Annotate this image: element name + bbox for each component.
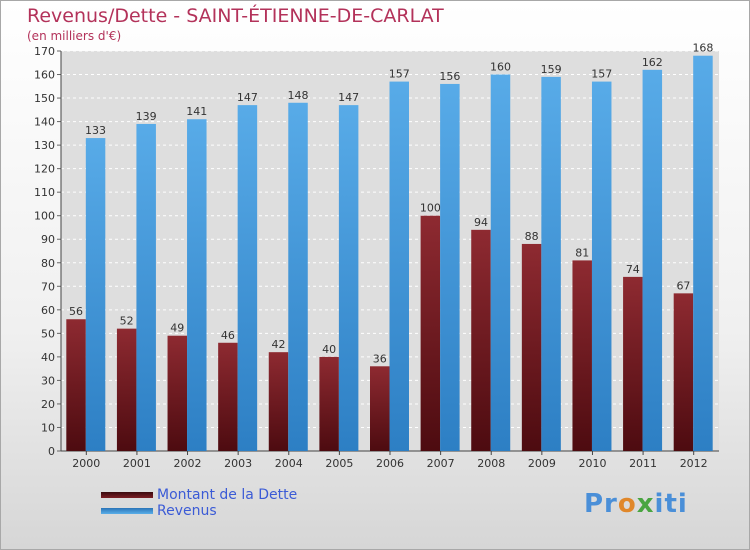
y-tick-label: 120 xyxy=(34,163,55,176)
bar-dette xyxy=(268,352,289,451)
data-label-dette: 74 xyxy=(626,263,640,276)
data-label-dette: 100 xyxy=(420,202,441,215)
bar-revenus xyxy=(136,123,156,452)
data-label-revenus: 147 xyxy=(338,91,359,104)
x-tick-label: 2006 xyxy=(376,457,404,470)
data-label-dette: 49 xyxy=(170,322,184,335)
legend-swatch-dette xyxy=(101,492,153,498)
bar-dette xyxy=(572,260,592,451)
y-tick-label: 80 xyxy=(41,257,55,270)
legend-label-dette: Montant de la Dette xyxy=(157,487,298,503)
bar-revenus xyxy=(541,76,561,451)
bar-revenus xyxy=(693,55,713,452)
data-label-dette: 81 xyxy=(575,246,589,259)
y-tick-label: 90 xyxy=(41,233,55,246)
y-tick-label: 100 xyxy=(34,210,55,223)
data-label-revenus: 159 xyxy=(541,63,562,76)
bar-dette xyxy=(673,293,694,451)
data-label-dette: 94 xyxy=(474,216,488,229)
data-label-revenus: 133 xyxy=(85,124,106,137)
bar-revenus xyxy=(490,74,511,451)
y-tick-label: 0 xyxy=(48,445,55,458)
x-tick-label: 2011 xyxy=(629,457,657,470)
x-tick-label: 2008 xyxy=(477,457,505,470)
x-tick-label: 2004 xyxy=(275,457,303,470)
x-tick-label: 2002 xyxy=(174,457,202,470)
y-tick-label: 60 xyxy=(41,304,55,317)
y-tick-label: 140 xyxy=(34,116,55,129)
x-tick-label: 2010 xyxy=(578,457,606,470)
legend-item-dette: Montant de la Dette xyxy=(101,487,297,503)
y-tick-label: 130 xyxy=(34,139,55,152)
bar-dette xyxy=(218,342,238,451)
data-label-revenus: 141 xyxy=(186,105,207,118)
x-tick-label: 2003 xyxy=(224,457,252,470)
data-label-dette: 67 xyxy=(676,279,690,292)
bar-dette xyxy=(623,276,643,451)
y-tick-label: 160 xyxy=(34,69,55,82)
data-label-revenus: 162 xyxy=(642,56,663,69)
proxiti-logo: Proxiti xyxy=(584,489,688,519)
chart-subtitle: (en milliers d'€) xyxy=(27,29,122,43)
legend-swatch-revenus xyxy=(101,508,153,514)
legend-label-revenus: Revenus xyxy=(157,503,217,519)
bar-dette xyxy=(167,335,188,451)
legend-item-revenus: Revenus xyxy=(101,503,297,519)
data-label-revenus: 157 xyxy=(591,68,612,81)
bar-revenus xyxy=(440,83,460,452)
bar-dette xyxy=(319,356,339,451)
y-tick-label: 50 xyxy=(41,327,55,340)
data-label-revenus: 147 xyxy=(237,91,258,104)
y-tick-label: 170 xyxy=(34,45,55,58)
legend: Montant de la Dette Revenus xyxy=(101,487,297,519)
bar-revenus xyxy=(389,81,409,452)
x-tick-label: 2007 xyxy=(427,457,455,470)
bar-dette xyxy=(370,366,390,451)
data-label-dette: 36 xyxy=(373,352,387,365)
data-label-dette: 46 xyxy=(221,329,235,342)
bar-revenus xyxy=(187,119,207,451)
data-label-revenus: 168 xyxy=(692,42,713,55)
bar-dette xyxy=(116,328,137,451)
bar-revenus xyxy=(591,81,612,452)
data-label-revenus: 148 xyxy=(288,89,309,102)
bar-dette xyxy=(471,229,491,451)
y-tick-label: 110 xyxy=(34,186,55,199)
data-label-revenus: 160 xyxy=(490,61,511,74)
chart-title: Revenus/Dette - SAINT-ÉTIENNE-DE-CARLAT xyxy=(27,5,444,27)
data-label-dette: 40 xyxy=(322,343,336,356)
y-tick-label: 10 xyxy=(41,421,55,434)
y-tick-label: 150 xyxy=(34,92,55,105)
y-tick-label: 30 xyxy=(41,374,55,387)
bar-revenus xyxy=(642,69,663,451)
x-tick-label: 2009 xyxy=(528,457,556,470)
data-label-revenus: 139 xyxy=(136,110,157,123)
y-tick-label: 20 xyxy=(41,398,55,411)
x-tick-label: 2005 xyxy=(325,457,353,470)
bar-dette xyxy=(420,215,441,451)
data-label-revenus: 156 xyxy=(439,70,460,83)
x-tick-label: 2001 xyxy=(123,457,151,470)
data-label-revenus: 157 xyxy=(389,68,410,81)
x-tick-label: 2000 xyxy=(72,457,100,470)
bar-dette xyxy=(521,243,542,451)
bar-dette xyxy=(66,319,86,451)
data-label-dette: 88 xyxy=(525,230,539,243)
bar-revenus xyxy=(237,105,258,451)
data-label-dette: 52 xyxy=(120,315,134,328)
data-label-dette: 56 xyxy=(69,305,83,318)
bar-revenus xyxy=(288,102,308,451)
x-tick-label: 2012 xyxy=(680,457,708,470)
bar-revenus xyxy=(338,105,359,451)
y-tick-label: 70 xyxy=(41,280,55,293)
y-tick-label: 40 xyxy=(41,351,55,364)
data-label-dette: 42 xyxy=(272,338,286,351)
bar-revenus xyxy=(85,138,106,451)
